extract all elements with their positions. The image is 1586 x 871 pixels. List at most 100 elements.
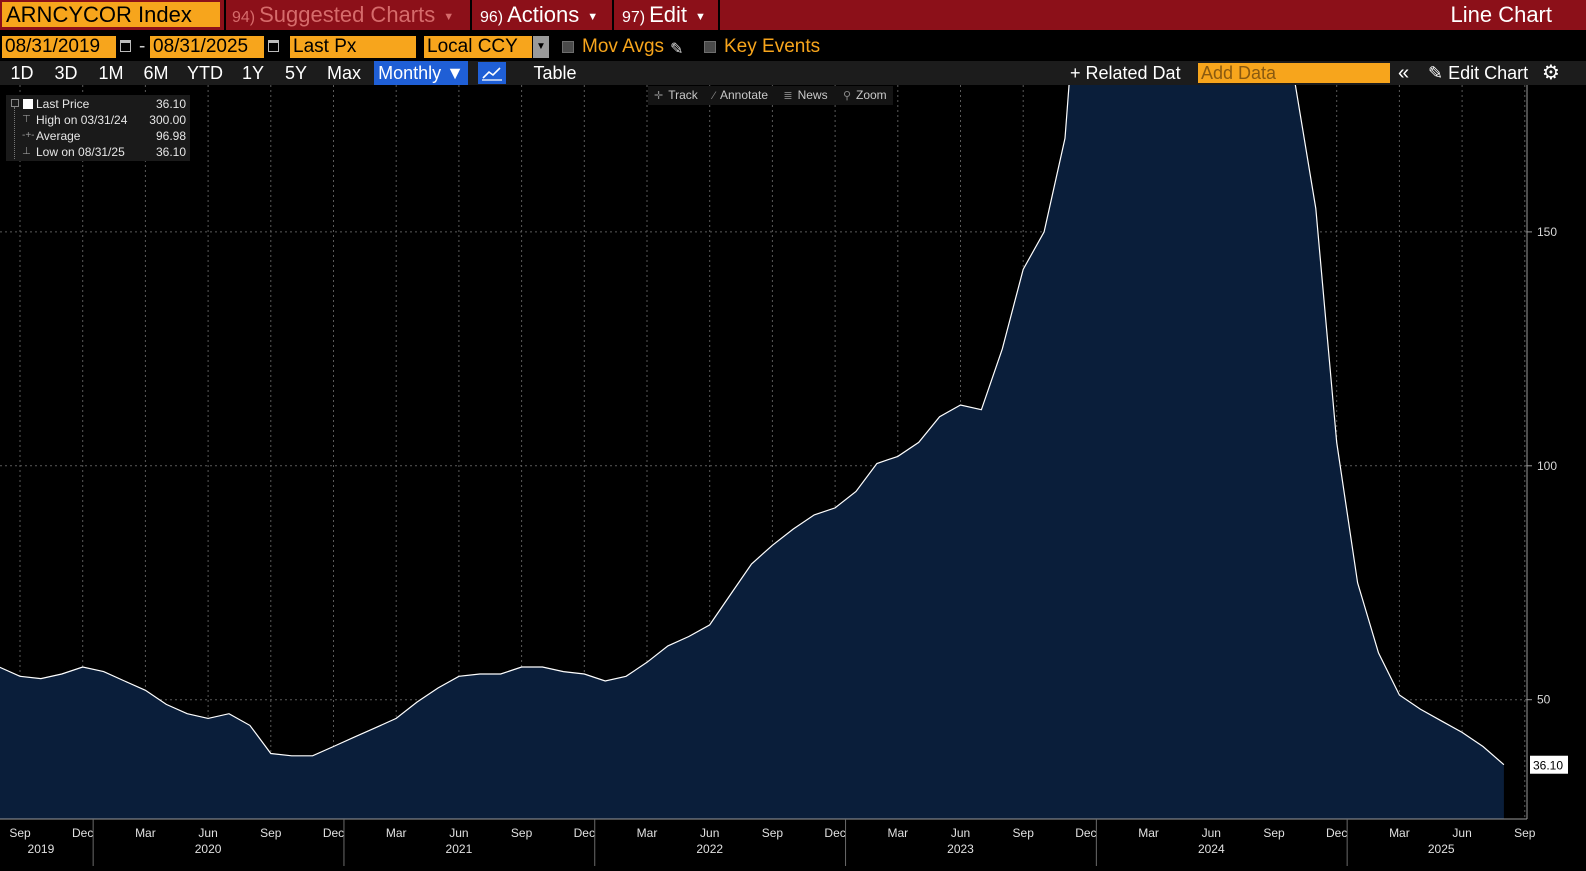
menu-number: 97) bbox=[622, 9, 646, 26]
legend-label: Low on 08/31/25 bbox=[36, 145, 125, 159]
x-tick-label: Dec bbox=[323, 826, 344, 840]
range-ytd[interactable]: YTD bbox=[187, 63, 223, 83]
pencil-icon[interactable]: ✎ bbox=[670, 41, 684, 58]
calendar-icon[interactable] bbox=[268, 40, 279, 52]
x-tick-label: Dec bbox=[72, 826, 93, 840]
average-marker-icon: -+- bbox=[22, 130, 35, 141]
x-tick-label: Sep bbox=[9, 826, 31, 840]
y-tick-label: 50 bbox=[1537, 693, 1551, 707]
range-3d[interactable]: 3D bbox=[54, 63, 78, 83]
menu-divider bbox=[224, 0, 226, 30]
last-value-box bbox=[1530, 755, 1568, 774]
pencil-icon: ✎ bbox=[1428, 63, 1444, 83]
x-tick-label: Jun bbox=[951, 826, 970, 840]
crosshair-icon: ✛ bbox=[654, 90, 664, 102]
related-data-button[interactable]: + Related Dat bbox=[1070, 63, 1181, 83]
key-events-label[interactable]: Key Events bbox=[724, 36, 821, 57]
currency-select[interactable]: Local CCY bbox=[424, 36, 532, 58]
line-chart-icon[interactable] bbox=[478, 62, 506, 84]
range-5y[interactable]: 5Y bbox=[284, 63, 308, 83]
x-year-label: 2019 bbox=[28, 842, 55, 856]
collapse-tree-icon[interactable] bbox=[11, 99, 19, 107]
start-date-input[interactable]: 08/31/2019 bbox=[2, 36, 116, 58]
period-select[interactable]: Monthly ▼ bbox=[374, 61, 468, 85]
x-tick-label: Mar bbox=[135, 826, 156, 840]
menu-label: Actions bbox=[507, 2, 580, 27]
add-data-input[interactable]: Add Data bbox=[1198, 63, 1390, 83]
legend-value: 36.10 bbox=[155, 145, 186, 159]
menu-divider bbox=[718, 0, 720, 30]
range-max[interactable]: Max bbox=[326, 63, 361, 83]
range-6m[interactable]: 6M bbox=[143, 63, 169, 83]
zoom-tool[interactable]: ⚲ Zoom bbox=[837, 86, 893, 106]
x-tick-label: Sep bbox=[260, 826, 282, 840]
edit-menu[interactable]: 97) Edit ▼ bbox=[622, 0, 706, 30]
annotate-label: Annotate bbox=[719, 88, 769, 102]
field-select[interactable]: Last Px bbox=[290, 36, 416, 58]
x-tick-label: Mar bbox=[887, 826, 908, 840]
chevron-down-icon: ▼ bbox=[587, 11, 599, 23]
date-separator: - bbox=[139, 36, 146, 57]
x-tick-label: Sep bbox=[1263, 826, 1285, 840]
x-tick-label: Mar bbox=[637, 826, 658, 840]
range-toolbar: 1D 3D 1M 6M YTD 1Y 5Y Max Monthly ▼ Tabl… bbox=[0, 61, 1586, 85]
x-year-label: 2023 bbox=[947, 842, 974, 856]
legend-label: High on 03/31/24 bbox=[36, 113, 128, 127]
range-1d[interactable]: 1D bbox=[10, 63, 34, 83]
mov-avgs-checkbox[interactable] bbox=[562, 41, 574, 53]
chart-legend: Last Price 36.10 ⊤ High on 03/31/24 300.… bbox=[6, 95, 190, 161]
x-tick-label: Sep bbox=[762, 826, 784, 840]
chevron-down-icon: ▼ bbox=[443, 11, 455, 23]
track-tool[interactable]: ✛ Track bbox=[648, 86, 704, 106]
end-date-input[interactable]: 08/31/2025 bbox=[150, 36, 264, 58]
y-tick-label: 100 bbox=[1537, 459, 1557, 473]
x-tick-label: Dec bbox=[574, 826, 595, 840]
x-tick-label: Jun bbox=[1452, 826, 1471, 840]
mov-avgs-label[interactable]: Mov Avgs bbox=[582, 36, 665, 57]
zoom-icon: ⚲ bbox=[842, 90, 851, 102]
track-label: Track bbox=[668, 88, 698, 102]
calendar-icon[interactable] bbox=[120, 40, 131, 52]
edit-chart-button[interactable]: ✎ Edit Chart bbox=[1428, 61, 1528, 85]
x-tick-label: Dec bbox=[824, 826, 845, 840]
gear-icon[interactable]: ⚙ bbox=[1542, 62, 1560, 84]
range-1m[interactable]: 1M bbox=[98, 63, 124, 83]
actions-menu[interactable]: 96) Actions ▼ bbox=[480, 0, 598, 30]
legend-average: -+- Average 96.98 bbox=[6, 128, 190, 144]
last-value-label: 36.10 bbox=[1533, 759, 1563, 773]
key-events-checkbox[interactable] bbox=[704, 41, 716, 53]
tree-connector bbox=[14, 107, 16, 159]
legend-value: 300.00 bbox=[149, 113, 186, 127]
collapse-icon[interactable]: « bbox=[1398, 62, 1410, 84]
x-tick-label: Mar bbox=[386, 826, 407, 840]
x-year-label: 2025 bbox=[1428, 842, 1455, 856]
legend-low: ⊥ Low on 08/31/25 36.10 bbox=[6, 144, 190, 160]
x-year-label: 2021 bbox=[446, 842, 473, 856]
chevron-down-icon[interactable]: ▼ bbox=[533, 36, 549, 58]
command-bar: ARNCYCOR Index 94) Suggested Charts ▼ 96) A… bbox=[0, 0, 1586, 30]
table-button[interactable]: Table bbox=[533, 63, 577, 83]
menu-number: 96) bbox=[480, 9, 504, 26]
x-year-label: 2024 bbox=[1198, 842, 1225, 856]
news-tool[interactable]: ≣ News bbox=[777, 86, 833, 106]
annotate-icon: ⁄ bbox=[713, 90, 715, 102]
ticker-input[interactable]: ARNCYCOR Index bbox=[2, 2, 220, 27]
x-tick-label: Jun bbox=[700, 826, 719, 840]
legend-high: ⊤ High on 03/31/24 300.00 bbox=[6, 112, 190, 128]
series-swatch bbox=[23, 99, 33, 109]
annotate-tool[interactable]: ⁄ Annotate bbox=[707, 86, 774, 106]
menu-label: Edit bbox=[649, 2, 688, 27]
x-tick-label: Dec bbox=[1326, 826, 1347, 840]
high-marker-icon: ⊤ bbox=[22, 114, 31, 125]
range-1y[interactable]: 1Y bbox=[241, 63, 265, 83]
legend-last-price[interactable]: Last Price 36.10 bbox=[6, 96, 190, 112]
chart-type-label: Line Chart bbox=[1450, 2, 1552, 27]
chart-tools: ✛ Track ⁄ Annotate ≣ News ⚲ Zoom bbox=[648, 86, 893, 105]
legend-label: Last Price bbox=[36, 97, 90, 111]
zoom-label: Zoom bbox=[856, 88, 887, 102]
low-marker-icon: ⊥ bbox=[22, 146, 31, 157]
legend-value: 96.98 bbox=[155, 129, 186, 143]
suggested-charts-menu[interactable]: 94) Suggested Charts ▼ bbox=[232, 0, 454, 30]
